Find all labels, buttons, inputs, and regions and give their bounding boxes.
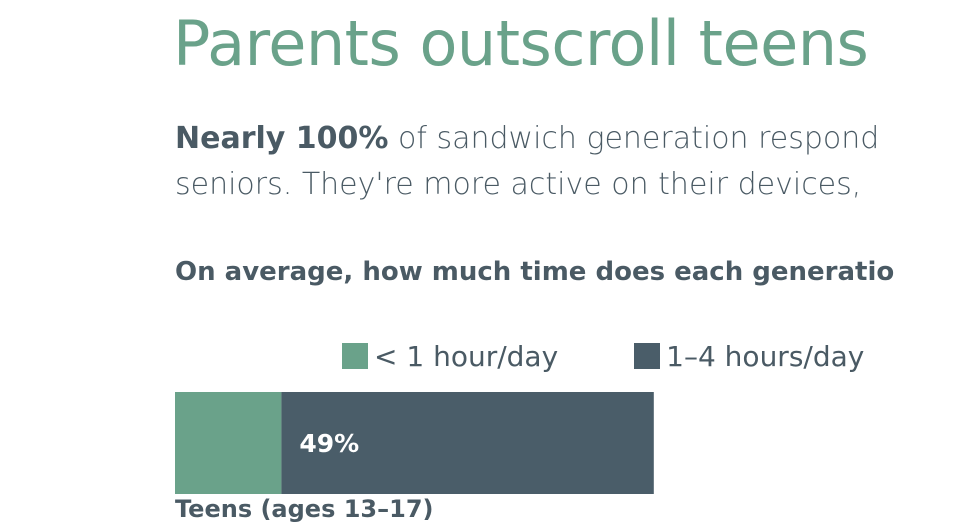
- legend-label-less-than-1-hour: < 1 hour/day: [374, 339, 559, 373]
- legend-swatch-1-4-hours: [634, 343, 661, 369]
- data-label-1-4-hours: 49%: [299, 429, 359, 458]
- intro-paragraph: Nearly 100% of sandwich generation respo…: [175, 116, 879, 208]
- legend-item-less-than-1-hour: < 1 hour/day: [342, 340, 558, 373]
- chart-legend: < 1 hour/day 1–4 hours/day: [342, 336, 940, 376]
- page-title: Parents outscroll teens: [173, 7, 869, 80]
- intro-line-1-rest: of sandwich generation respond: [388, 121, 880, 156]
- category-label-teens: Teens (ages 13–17): [175, 495, 434, 523]
- legend-swatch-less-than-1-hour: [342, 343, 368, 369]
- legend-label-1-4-hours: 1–4 hours/day: [666, 339, 865, 373]
- bar-segment-less-than-1-hour: [175, 392, 282, 494]
- intro-line-1: Nearly 100% of sandwich generation respo…: [175, 116, 879, 162]
- intro-line-2: seniors. They're more active on their de…: [175, 167, 862, 202]
- intro-bold-lead: Nearly 100%: [175, 121, 389, 156]
- bar-segment-1-4-hours: [281, 392, 654, 494]
- chart-question: On average, how much time does each gene…: [175, 257, 895, 287]
- legend-item-1-4-hours: 1–4 hours/day: [634, 340, 864, 373]
